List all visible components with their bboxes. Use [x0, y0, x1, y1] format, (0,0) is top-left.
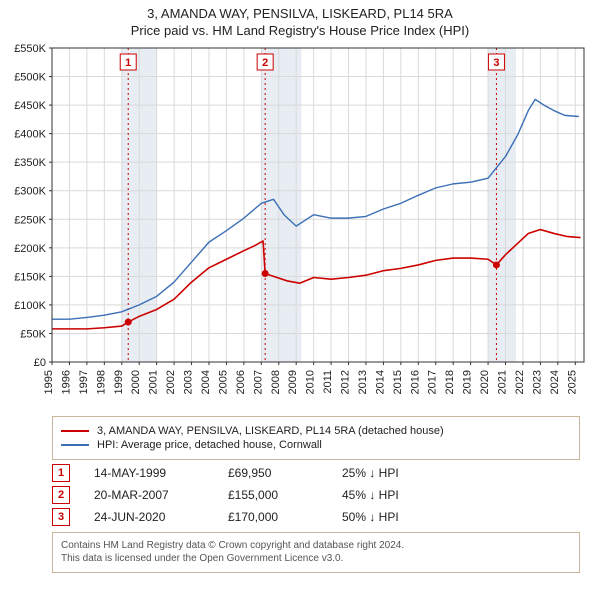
- svg-text:2: 2: [262, 57, 268, 69]
- legend-label: HPI: Average price, detached house, Corn…: [97, 439, 322, 451]
- attribution-line-1: Contains HM Land Registry data © Crown c…: [61, 539, 571, 553]
- sale-hpi: 25% ↓ HPI: [342, 466, 442, 480]
- svg-text:£150K: £150K: [14, 271, 46, 283]
- title-line-2: Price paid vs. HM Land Registry's House …: [0, 23, 600, 40]
- sale-hpi: 50% ↓ HPI: [342, 510, 442, 524]
- sale-price: £155,000: [228, 488, 318, 502]
- svg-text:2025: 2025: [566, 370, 578, 394]
- svg-text:1995: 1995: [43, 370, 55, 394]
- svg-text:£300K: £300K: [14, 186, 46, 198]
- legend-swatch: [61, 444, 89, 446]
- sale-row: 3 24-JUN-2020 £170,000 50% ↓ HPI: [52, 508, 580, 526]
- sale-price: £69,950: [228, 466, 318, 480]
- svg-text:2018: 2018: [444, 370, 456, 394]
- svg-text:2012: 2012: [340, 370, 352, 394]
- sale-hpi: 45% ↓ HPI: [342, 488, 442, 502]
- sale-row: 1 14-MAY-1999 £69,950 25% ↓ HPI: [52, 464, 580, 482]
- svg-text:£400K: £400K: [14, 128, 46, 140]
- sale-row: 2 20-MAR-2007 £155,000 45% ↓ HPI: [52, 486, 580, 504]
- svg-text:£550K: £550K: [14, 43, 46, 55]
- sales-list: 1 14-MAY-1999 £69,950 25% ↓ HPI 2 20-MAR-2007…: [52, 464, 580, 526]
- svg-text:£50K: £50K: [20, 328, 46, 340]
- sale-date: 14-MAY-1999: [94, 466, 204, 480]
- svg-text:2011: 2011: [322, 370, 334, 394]
- chart-title: 3, AMANDA WAY, PENSILVA, LISKEARD, PL14 …: [0, 0, 600, 40]
- svg-text:2000: 2000: [130, 370, 142, 394]
- svg-text:1999: 1999: [113, 370, 125, 394]
- svg-text:2008: 2008: [270, 370, 282, 394]
- svg-text:2013: 2013: [357, 370, 369, 394]
- legend: 3, AMANDA WAY, PENSILVA, LISKEARD, PL14 …: [52, 416, 580, 460]
- svg-text:2016: 2016: [409, 370, 421, 394]
- svg-text:2005: 2005: [217, 370, 229, 394]
- title-line-1: 3, AMANDA WAY, PENSILVA, LISKEARD, PL14 …: [0, 6, 600, 23]
- attribution-line-2: This data is licensed under the Open Gov…: [61, 552, 571, 566]
- svg-text:2009: 2009: [287, 370, 299, 394]
- sale-date: 20-MAR-2007: [94, 488, 204, 502]
- sale-marker: 3: [52, 508, 70, 526]
- svg-text:2006: 2006: [235, 370, 247, 394]
- svg-text:2015: 2015: [392, 370, 404, 394]
- svg-text:2010: 2010: [305, 370, 317, 394]
- legend-row: 3, AMANDA WAY, PENSILVA, LISKEARD, PL14 …: [61, 425, 571, 437]
- svg-text:3: 3: [493, 57, 499, 69]
- svg-text:1997: 1997: [78, 370, 90, 394]
- svg-text:2007: 2007: [252, 370, 264, 394]
- svg-text:2001: 2001: [148, 370, 160, 394]
- attribution: Contains HM Land Registry data © Crown c…: [52, 532, 580, 573]
- svg-text:2022: 2022: [514, 370, 526, 394]
- svg-text:2023: 2023: [531, 370, 543, 394]
- sale-marker: 2: [52, 486, 70, 504]
- svg-text:2024: 2024: [549, 370, 561, 394]
- sale-price: £170,000: [228, 510, 318, 524]
- svg-text:2020: 2020: [479, 370, 491, 394]
- svg-text:2021: 2021: [497, 370, 509, 394]
- svg-text:2002: 2002: [165, 370, 177, 394]
- legend-row: HPI: Average price, detached house, Corn…: [61, 439, 571, 451]
- svg-text:2019: 2019: [462, 370, 474, 394]
- svg-text:£0: £0: [34, 357, 46, 369]
- svg-text:2004: 2004: [200, 370, 212, 394]
- svg-text:1998: 1998: [95, 370, 107, 394]
- svg-text:£350K: £350K: [14, 157, 46, 169]
- svg-text:2014: 2014: [374, 370, 386, 394]
- svg-text:£200K: £200K: [14, 243, 46, 255]
- svg-text:£100K: £100K: [14, 300, 46, 312]
- svg-text:£500K: £500K: [14, 71, 46, 83]
- svg-text:2003: 2003: [183, 370, 195, 394]
- legend-label: 3, AMANDA WAY, PENSILVA, LISKEARD, PL14 …: [97, 425, 444, 437]
- legend-swatch: [61, 430, 89, 432]
- svg-text:£250K: £250K: [14, 214, 46, 226]
- svg-text:1: 1: [125, 57, 131, 69]
- sale-marker: 1: [52, 464, 70, 482]
- svg-text:1996: 1996: [60, 370, 72, 394]
- chart-area: £0 £50K £100K £150K £200K £250K £300K £350K £400…: [0, 40, 600, 410]
- svg-text:£450K: £450K: [14, 100, 46, 112]
- sale-date: 24-JUN-2020: [94, 510, 204, 524]
- svg-text:2017: 2017: [427, 370, 439, 394]
- chart-svg: £0 £50K £100K £150K £200K £250K £300K £350K £400…: [0, 40, 600, 410]
